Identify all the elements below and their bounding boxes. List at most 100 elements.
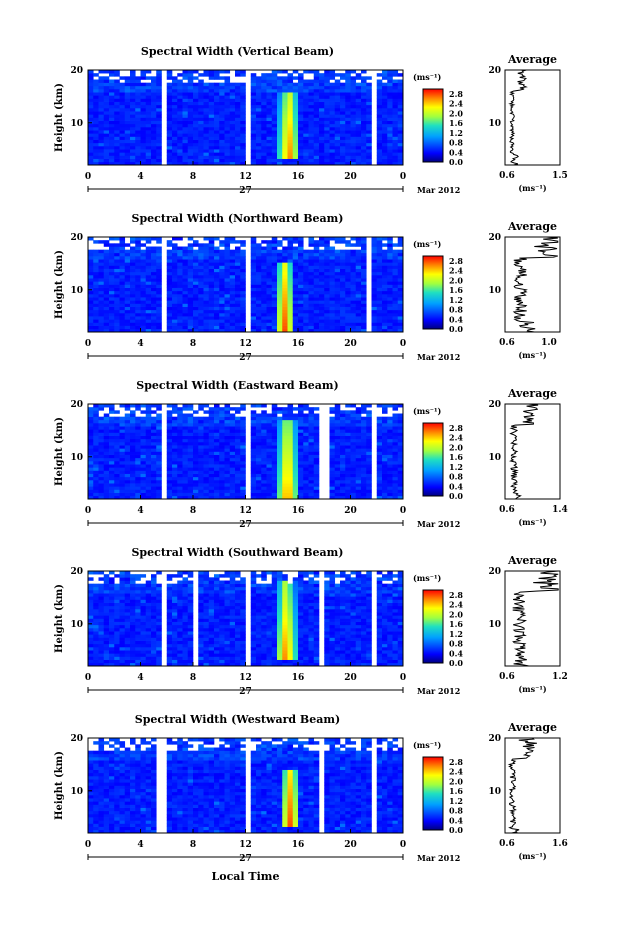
heatmap-cell (345, 477, 351, 480)
heatmap-cell (188, 114, 194, 117)
heatmap-cell (261, 307, 267, 310)
heatmap-cell (309, 464, 315, 467)
heatmap-cell (156, 133, 162, 136)
heatmap-cell (88, 269, 94, 272)
heatmap-cell (167, 474, 173, 477)
heatmap-cell (261, 464, 267, 467)
heatmap-cell (156, 140, 162, 143)
heatmap-cell (393, 95, 399, 98)
heatmap-cell (256, 156, 262, 159)
heatmap-cell (130, 108, 136, 111)
heatmap-cell (214, 99, 220, 102)
heatmap-cell (261, 471, 267, 474)
heatmap-cell (272, 80, 278, 83)
heatmap-cell (288, 420, 294, 423)
heatmap-cell (130, 118, 136, 121)
heatmap-cell (398, 423, 404, 426)
heatmap-cell (314, 294, 320, 297)
heatmap-cell (277, 108, 283, 111)
heatmap-cell (282, 313, 288, 316)
heatmap-cell (146, 108, 152, 111)
heatmap-cell (214, 304, 220, 307)
heatmap-cell (130, 80, 136, 83)
heatmap-cell (393, 436, 399, 439)
heatmap-cell (251, 455, 257, 458)
heatmap-cell (141, 477, 147, 480)
heatmap-cell (393, 159, 399, 162)
heatmap-cell (272, 410, 278, 413)
heatmap-cell (99, 262, 105, 265)
heatmap-cell (309, 121, 315, 124)
heatmap-cell (230, 278, 236, 281)
heatmap-cell (298, 140, 304, 143)
heatmap-cell (93, 240, 99, 243)
heatmap-cell (135, 323, 141, 326)
heatmap-cell (319, 76, 325, 79)
heatmap-cell (288, 442, 294, 445)
heatmap-cell (335, 410, 341, 413)
heatmap-cell (99, 436, 105, 439)
heatmap-cell (356, 445, 362, 448)
heatmap-cell (398, 253, 404, 256)
heatmap-cell (240, 294, 246, 297)
heatmap-cell (314, 486, 320, 489)
heatmap-cell (235, 458, 241, 461)
heatmap-cell (330, 269, 336, 272)
heatmap-cell (351, 483, 357, 486)
heatmap-cell (303, 259, 309, 262)
heatmap-cell (130, 278, 136, 281)
heatmap-cell (282, 266, 288, 269)
heatmap-cell (387, 304, 393, 307)
heatmap-cell (183, 464, 189, 467)
heatmap-cell (209, 414, 215, 417)
heatmap-cell (377, 452, 383, 455)
heatmap-cell (324, 143, 330, 146)
heatmap-cell (314, 80, 320, 83)
heatmap-cell (188, 420, 194, 423)
heatmap-cell (93, 313, 99, 316)
heatmap-cell (377, 319, 383, 322)
heatmap-cell (188, 253, 194, 256)
heatmap-cell (235, 111, 241, 114)
heatmap-cell (188, 118, 194, 121)
heatmap-cell (204, 70, 210, 73)
heatmap-cell (267, 439, 273, 442)
heatmap-cell (261, 404, 267, 407)
heatmap-cell (183, 83, 189, 86)
heatmap-cell (230, 288, 236, 291)
heatmap-cell (351, 326, 357, 329)
heatmap-cell (125, 130, 131, 133)
heatmap-cell (393, 137, 399, 140)
heatmap-cell (330, 323, 336, 326)
heatmap-cell (277, 269, 283, 272)
heatmap-cell (345, 297, 351, 300)
heatmap-cell (235, 429, 241, 432)
heatmap-cell (251, 146, 257, 149)
heatmap-cell (235, 439, 241, 442)
heatmap-cell (99, 426, 105, 429)
heatmap-cell (141, 159, 147, 162)
heatmap-cell (204, 452, 210, 455)
heatmap-cell (193, 433, 199, 436)
heatmap-cell (146, 89, 152, 92)
heatmap-cell (340, 433, 346, 436)
heatmap-cell (151, 297, 157, 300)
heatmap-cell (177, 108, 183, 111)
heatmap-cell (230, 300, 236, 303)
heatmap-cell (120, 237, 126, 240)
average-title: Average (507, 220, 557, 233)
heatmap-cell (303, 294, 309, 297)
heatmap-cell (204, 297, 210, 300)
heatmap-cell (88, 89, 94, 92)
heatmap-cell (219, 300, 225, 303)
heatmap-cell (193, 127, 199, 130)
heatmap-cell (209, 259, 215, 262)
heatmap-cell (240, 259, 246, 262)
heatmap-cell (198, 102, 204, 105)
heatmap-cell (225, 483, 231, 486)
heatmap-cell (298, 156, 304, 159)
heatmap-cell (293, 247, 299, 250)
heatmap-cell (125, 323, 131, 326)
heatmap-cell (193, 92, 199, 95)
heatmap-cell (235, 259, 241, 262)
